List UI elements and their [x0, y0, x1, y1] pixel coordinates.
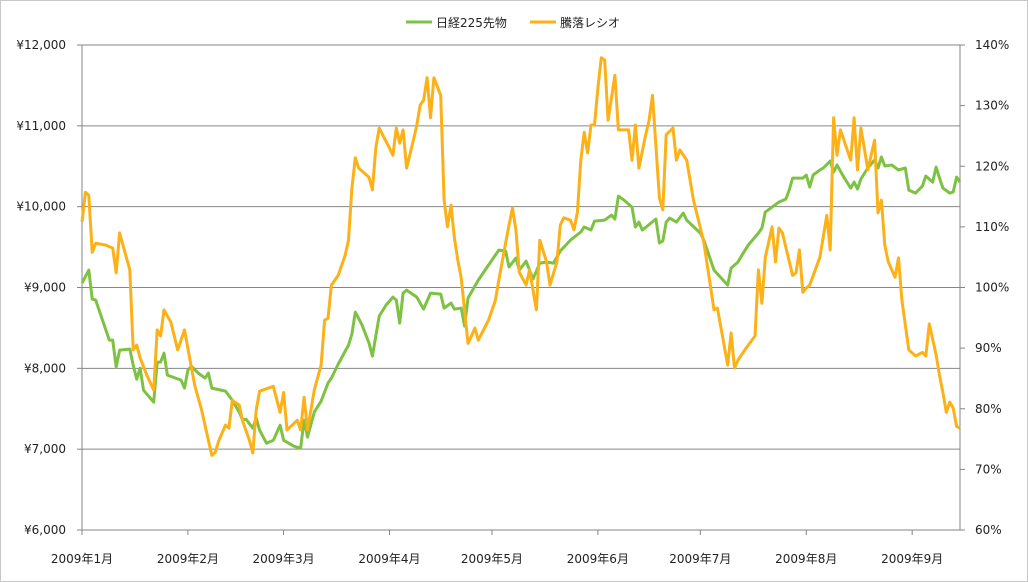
x-axis-tick-label: 2009年9月: [881, 552, 943, 566]
x-axis-tick-label: 2009年8月: [775, 552, 837, 566]
right-axis-tick-label: 60%: [975, 523, 1002, 537]
legend-label-ratio: 騰落レシオ: [560, 15, 620, 30]
left-axis-tick-label: ¥7,000: [24, 442, 66, 456]
right-axis-tick-label: 140%: [975, 38, 1009, 52]
right-axis-tick-label: 100%: [975, 281, 1009, 295]
left-axis-tick-label: ¥6,000: [24, 523, 66, 537]
right-axis-tick-label: 120%: [975, 159, 1009, 173]
left-axis-tick-label: ¥11,000: [16, 119, 66, 133]
x-axis-tick-label: 2009年5月: [461, 552, 523, 566]
gridlines: [82, 44, 960, 531]
legend: 日経225先物 騰落レシオ: [406, 15, 620, 30]
right-axis-tick-label: 130%: [975, 99, 1009, 113]
left-axis-tick-label: ¥10,000: [16, 200, 66, 214]
x-axis-tick-label: 2009年2月: [157, 552, 219, 566]
right-axis-tick-label: 80%: [975, 402, 1002, 416]
left-axis-tick-label: ¥12,000: [16, 38, 66, 52]
series-lines: [80, 56, 962, 457]
left-axis-tick-label: ¥8,000: [24, 361, 66, 375]
series-line-nikkei225: [80, 155, 962, 450]
x-axis-tick-label: 2009年3月: [252, 552, 314, 566]
series-line-advance-decline-ratio: [80, 56, 961, 457]
right-axis-tick-label: 110%: [975, 220, 1009, 234]
axes: ¥6,000 ¥7,000 ¥8,000 ¥9,000 ¥10,000 ¥11,000 ¥1…: [16, 38, 1009, 566]
x-axis-tick-label: 2009年6月: [567, 552, 629, 566]
x-axis-tick-label: 2009年1月: [51, 552, 113, 566]
legend-label-nikkei: 日経225先物: [436, 16, 507, 30]
left-axis-tick-label: ¥9,000: [24, 281, 66, 295]
x-axis-tick-label: 2009年7月: [669, 552, 731, 566]
right-axis-tick-label: 70%: [975, 462, 1002, 476]
x-axis-tick-label: 2009年4月: [358, 552, 420, 566]
right-axis-tick-label: 90%: [975, 341, 1002, 355]
